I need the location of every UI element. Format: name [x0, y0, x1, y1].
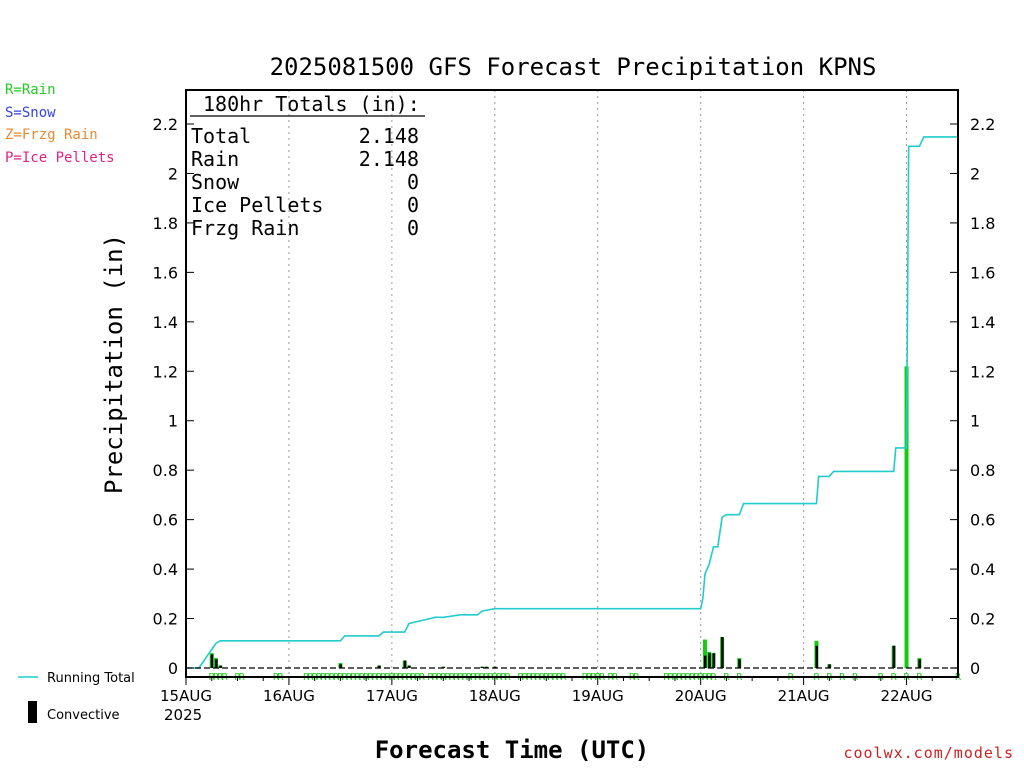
x-tick-label: 15AUG	[160, 687, 212, 705]
y-tick-label-left: 1.6	[153, 263, 178, 282]
convective-bar	[339, 664, 342, 668]
y-tick-label-left: 0.4	[153, 560, 178, 579]
y-tick-label-left: 2	[168, 164, 178, 183]
totals-header: 180hr Totals (in):	[203, 92, 420, 116]
totals-value-frzg-rain: 0	[407, 216, 419, 240]
x-year-label: 2025	[164, 706, 202, 724]
convective-bar	[403, 660, 407, 668]
precip-bar	[702, 639, 707, 668]
convective-bar	[815, 645, 818, 668]
totals-label-frzg-rain: Frzg Rain	[191, 216, 299, 240]
totals-value-snow: 0	[407, 170, 419, 194]
totals-value-ice-pellets: 0	[407, 193, 419, 217]
convective-bar	[408, 665, 411, 668]
y-tick-label-right: 1.4	[970, 313, 995, 332]
legend-snow: S=Snow	[5, 105, 56, 121]
y-tick-label-left: 0.8	[153, 461, 178, 480]
precip-bars	[209, 366, 922, 668]
y-tick-label-right: 2.2	[970, 115, 995, 134]
y-tick-label-right: 1.2	[970, 362, 995, 381]
y-tick-label-right: 0.4	[970, 560, 995, 579]
convective-bar	[918, 659, 921, 668]
totals-label-ice-pellets: Ice Pellets	[191, 193, 323, 217]
y-tick-label-left: 0.2	[153, 610, 178, 629]
convective-bar	[219, 665, 222, 668]
x-tick-label: 19AUG	[572, 687, 624, 705]
y-tick-label-right: 2	[970, 164, 980, 183]
convective-bar	[485, 666, 488, 668]
y-axis-ticks: 0 00.2 0.20.4 0.40.6 0.60.8 0.81 11.2 1.21.4 1.4…	[153, 115, 996, 678]
totals-label-total: Total	[191, 124, 251, 148]
precip-bar	[904, 366, 909, 668]
convective-bar	[442, 666, 445, 668]
convective-legend-label: Convective	[47, 708, 120, 723]
y-tick-label-right: 0	[970, 659, 980, 678]
y-tick-label-right: 1.8	[970, 214, 995, 233]
legend-ice-pellets: P=Ice Pellets	[5, 150, 115, 166]
convective-bar	[738, 659, 741, 668]
y-tick-label-right: 0.8	[970, 461, 995, 480]
y-tick-label-right: 1	[970, 412, 980, 431]
running-total-legend-label: Running Total	[47, 671, 135, 686]
totals-value-rain: 2.148	[359, 147, 419, 171]
convective-bar	[703, 655, 707, 668]
x-tick-label: 17AUG	[366, 687, 418, 705]
convective-bar	[480, 666, 484, 668]
convective-bar	[210, 654, 214, 668]
chart-title: 2025081500 GFS Forecast Precipitation KP…	[270, 53, 877, 81]
totals-value-total: 2.148	[359, 124, 419, 148]
x-axis-label: Forecast Time (UTC)	[375, 736, 650, 764]
x-tick-label: 20AUG	[675, 687, 727, 705]
x-tick-label: 18AUG	[469, 687, 521, 705]
convective-bar	[215, 659, 218, 668]
convective-bar	[712, 653, 716, 668]
series-legend: Running Total Convective	[18, 671, 135, 723]
totals-label-rain: Rain	[191, 147, 239, 171]
y-tick-label-left: 1	[168, 412, 178, 431]
running-total-line	[186, 136, 958, 669]
x-axis-ticks: 15AUG 16AUG 17AUG 18AUG 19AUG 20AUG 21AUG 22AUG	[160, 677, 933, 705]
convective-bar	[708, 653, 711, 668]
grid-lines	[288, 90, 908, 677]
x-tick-label: 22AUG	[881, 687, 933, 705]
convective-bar	[721, 637, 724, 668]
y-tick-label-left: 1.4	[153, 313, 178, 332]
plot-frame	[185, 89, 959, 678]
convective-bar	[892, 645, 896, 668]
convective-legend-swatch	[28, 701, 37, 723]
totals-box: 180hr Totals (in): Total 2.148 Rain 2.14…	[190, 92, 425, 240]
totals-label-snow: Snow	[191, 170, 240, 194]
convective-bar	[378, 665, 381, 668]
y-axis-label: Precipitation (in)	[100, 234, 128, 494]
y-tick-label-left: 0	[168, 659, 178, 678]
x-tick-label: 16AUG	[263, 687, 315, 705]
y-tick-label-right: 0.2	[970, 610, 995, 629]
credit-link[interactable]: coolwx.com/models	[843, 744, 1014, 762]
convective-bar	[493, 666, 497, 668]
legend-frzg-rain: Z=Frzg Rain	[5, 127, 98, 143]
y-tick-label-right: 0.6	[970, 511, 995, 530]
legend-rain: R=Rain	[5, 82, 56, 98]
y-tick-label-left: 2.2	[153, 115, 178, 134]
y-tick-label-left: 1.2	[153, 362, 178, 381]
y-tick-label-left: 1.8	[153, 214, 178, 233]
y-tick-label-right: 1.6	[970, 263, 995, 282]
convective-bar	[828, 664, 831, 668]
y-tick-label-left: 0.6	[153, 511, 178, 530]
x-tick-label: 21AUG	[778, 687, 830, 705]
